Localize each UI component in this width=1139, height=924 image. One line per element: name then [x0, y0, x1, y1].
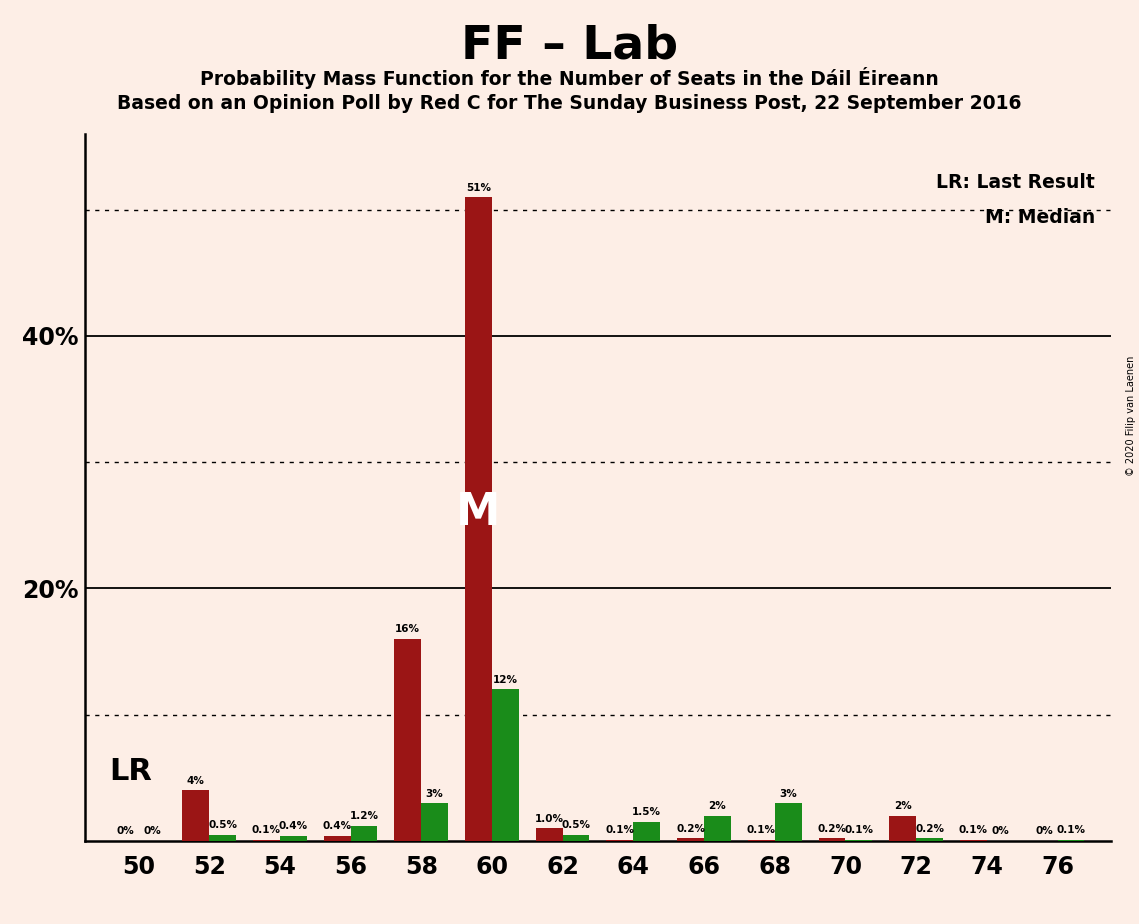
Bar	[535, 828, 563, 841]
Text: 1.5%: 1.5%	[632, 808, 662, 818]
Bar	[890, 816, 916, 841]
Text: Based on an Opinion Poll by Red C for The Sunday Business Post, 22 September 201: Based on an Opinion Poll by Red C for Th…	[117, 94, 1022, 114]
Text: 0.5%: 0.5%	[562, 821, 590, 830]
Text: 0%: 0%	[991, 826, 1009, 836]
Text: 0%: 0%	[116, 826, 134, 836]
Bar	[351, 826, 377, 841]
Text: 2%: 2%	[894, 801, 911, 811]
Text: 0.1%: 0.1%	[959, 825, 988, 835]
Text: 51%: 51%	[466, 183, 491, 193]
Text: LR: Last Result: LR: Last Result	[936, 173, 1096, 192]
Text: M: M	[457, 492, 501, 534]
Text: 0.1%: 0.1%	[606, 825, 634, 835]
Text: 16%: 16%	[395, 625, 420, 635]
Text: 2%: 2%	[708, 801, 727, 811]
Bar	[845, 840, 872, 841]
Bar	[633, 822, 661, 841]
Text: 0.1%: 0.1%	[252, 825, 281, 835]
Text: 0%: 0%	[1035, 826, 1052, 836]
Bar	[960, 840, 986, 841]
Bar	[704, 816, 731, 841]
Text: 1.0%: 1.0%	[534, 814, 564, 824]
Text: © 2020 Filip van Laenen: © 2020 Filip van Laenen	[1126, 356, 1136, 476]
Bar	[775, 803, 802, 841]
Bar	[563, 834, 590, 841]
Text: 4%: 4%	[187, 776, 205, 786]
Text: 0.2%: 0.2%	[677, 824, 705, 833]
Bar	[421, 803, 448, 841]
Text: 0.2%: 0.2%	[818, 824, 846, 833]
Bar	[678, 838, 704, 841]
Text: 0.1%: 0.1%	[1057, 825, 1085, 835]
Text: 3%: 3%	[426, 788, 443, 798]
Bar	[182, 790, 210, 841]
Text: 0.4%: 0.4%	[279, 821, 308, 832]
Bar	[1057, 840, 1084, 841]
Bar	[253, 840, 280, 841]
Text: 0%: 0%	[144, 826, 161, 836]
Text: 3%: 3%	[779, 788, 797, 798]
Text: 0.4%: 0.4%	[322, 821, 352, 832]
Bar	[748, 840, 775, 841]
Bar	[465, 197, 492, 841]
Text: 12%: 12%	[493, 675, 518, 685]
Text: FF – Lab: FF – Lab	[461, 23, 678, 68]
Bar	[394, 638, 421, 841]
Text: 0.1%: 0.1%	[844, 825, 874, 835]
Text: 0.2%: 0.2%	[915, 824, 944, 833]
Text: 1.2%: 1.2%	[350, 811, 378, 821]
Text: LR: LR	[109, 757, 151, 786]
Text: 0.5%: 0.5%	[208, 821, 237, 830]
Bar	[916, 838, 943, 841]
Text: M: Median: M: Median	[985, 208, 1096, 227]
Bar	[210, 834, 236, 841]
Bar	[280, 836, 306, 841]
Bar	[819, 838, 845, 841]
Text: 0.1%: 0.1%	[747, 825, 776, 835]
Bar	[492, 689, 518, 841]
Bar	[323, 836, 351, 841]
Text: Probability Mass Function for the Number of Seats in the Dáil Éireann: Probability Mass Function for the Number…	[200, 67, 939, 89]
Bar	[606, 840, 633, 841]
